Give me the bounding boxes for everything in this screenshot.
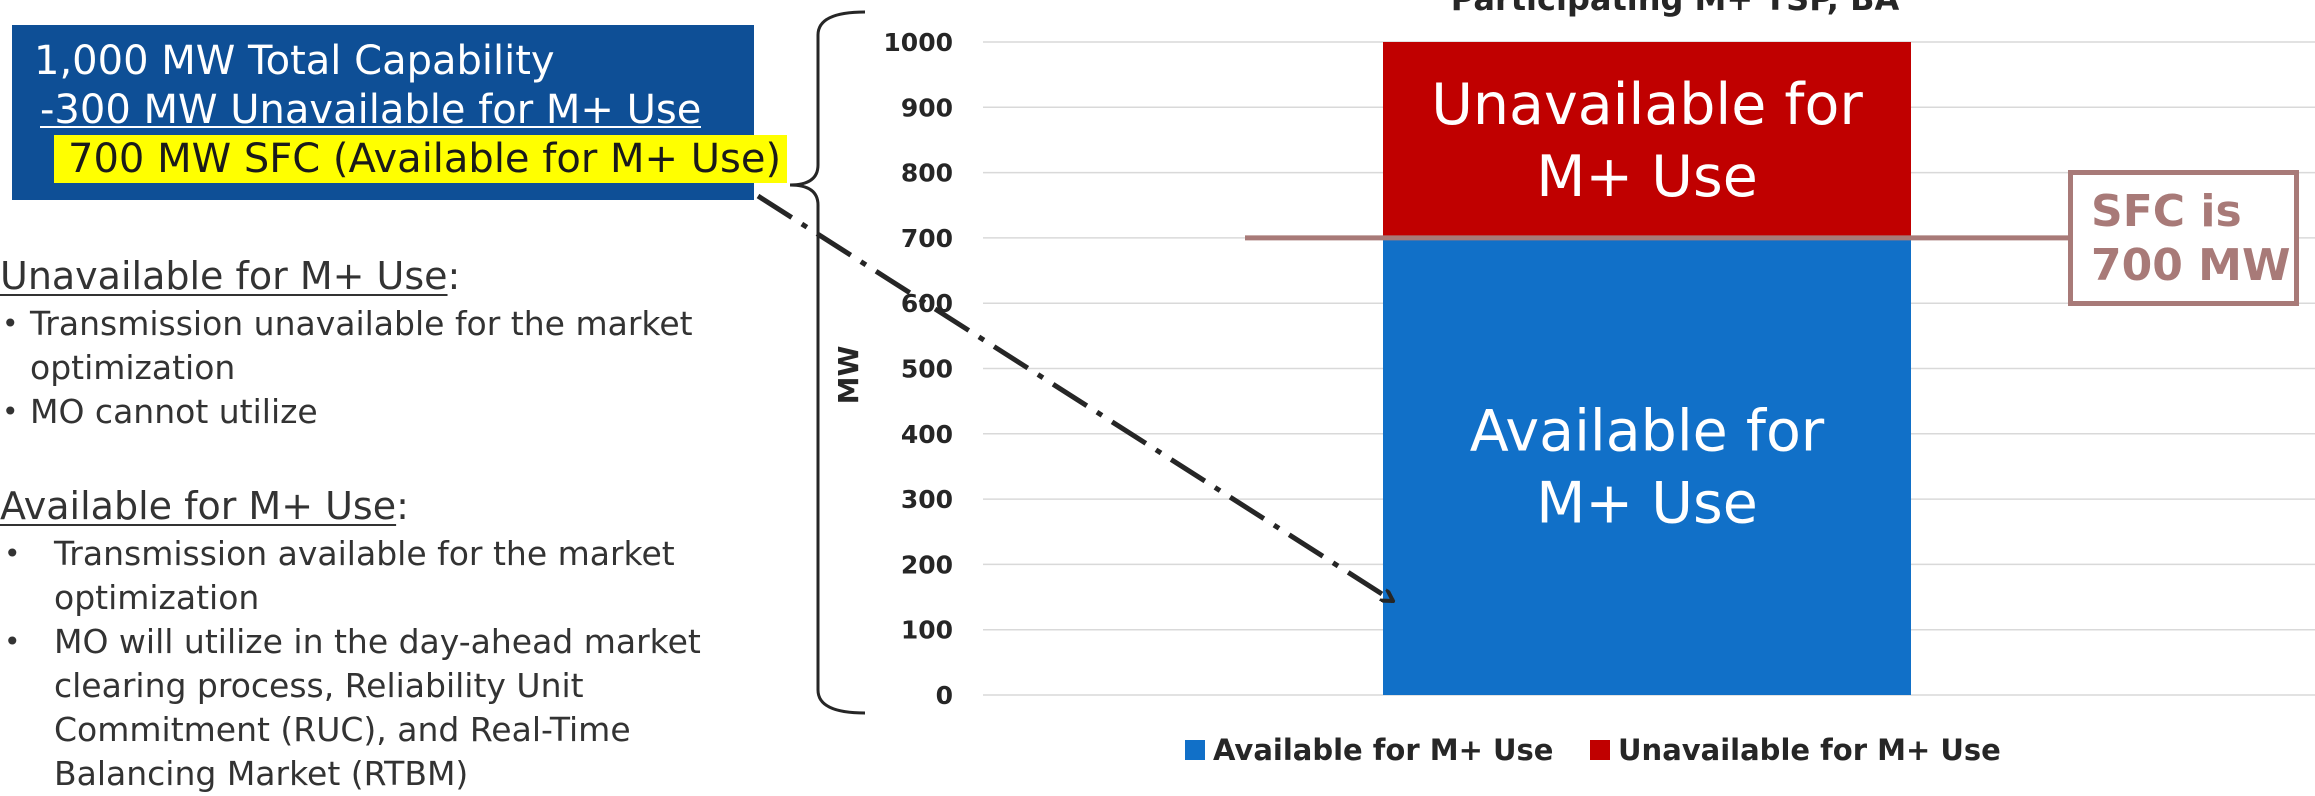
legend-label: Unavailable for M+ Use <box>1618 733 2001 767</box>
chart-title: Participating M+ TSP, BA <box>1451 0 1900 18</box>
y-tick-label: 500 <box>901 355 953 384</box>
list-item: • MO will utilize in the day-ahead market <box>4 622 701 661</box>
list-item: clearing process, Reliability Unit <box>54 666 584 705</box>
unavailable-subtraction-text: -300 MW Unavailable for M+ Use <box>40 87 702 133</box>
list-item: • MO cannot utilize <box>2 392 318 431</box>
list-item: • Transmission unavailable for the market <box>2 304 693 343</box>
unavailable-bullet-list: • Transmission unavailable for the market… <box>2 302 693 434</box>
bar-label: Available for <box>1470 398 1825 464</box>
dashdot-arrow <box>756 193 1393 601</box>
bar-available <box>1383 237 1911 695</box>
y-tick-label: 1000 <box>883 28 953 57</box>
bar-label: M+ Use <box>1536 144 1758 210</box>
chart-legend: Available for M+ Use Unavailable for M+ U… <box>1185 733 2001 767</box>
y-tick-label: 900 <box>901 93 953 122</box>
sfc-callout-text: SFC is 700 MW <box>2091 186 2291 291</box>
available-bullet-list: • Transmission available for the market o… <box>4 532 701 796</box>
total-capability-text: 1,000 MW Total Capability <box>34 38 555 84</box>
bar-unavailable <box>1383 42 1911 238</box>
bar-label: Unavailable for <box>1431 72 1863 138</box>
sfc-result-text: 700 MW SFC (Available for M+ Use) <box>54 135 788 183</box>
capability-summary-box: 1,000 MW Total Capability -300 MW Unavai… <box>12 25 788 200</box>
list-item: optimization <box>54 578 260 617</box>
sfc-callout-box: SFC is 700 MW <box>2068 170 2299 306</box>
y-tick-label: 100 <box>901 616 953 645</box>
y-tick-label: 200 <box>901 550 953 579</box>
unavailable-heading: Unavailable for M+ Use: <box>0 254 461 298</box>
legend-swatch-unavailable <box>1590 740 1610 760</box>
list-item: Commitment (RUC), and Real-Time <box>54 710 631 749</box>
list-item: optimization <box>30 348 236 387</box>
y-tick-label: 300 <box>901 485 953 514</box>
list-item: Balancing Market (RTBM) <box>54 754 469 793</box>
y-axis-title: MW <box>832 346 865 405</box>
list-item: • Transmission available for the market <box>4 534 675 573</box>
available-heading: Available for M+ Use: <box>0 484 409 528</box>
legend-label: Available for M+ Use <box>1213 733 1553 767</box>
curly-brace <box>789 10 866 715</box>
bars <box>1383 42 1911 695</box>
bar-label: M+ Use <box>1536 470 1758 536</box>
y-tick-label: 0 <box>936 681 953 710</box>
legend-swatch-available <box>1185 740 1205 760</box>
y-tick-label: 400 <box>901 420 953 449</box>
y-tick-label: 800 <box>901 159 953 188</box>
y-tick-label: 700 <box>901 224 953 253</box>
